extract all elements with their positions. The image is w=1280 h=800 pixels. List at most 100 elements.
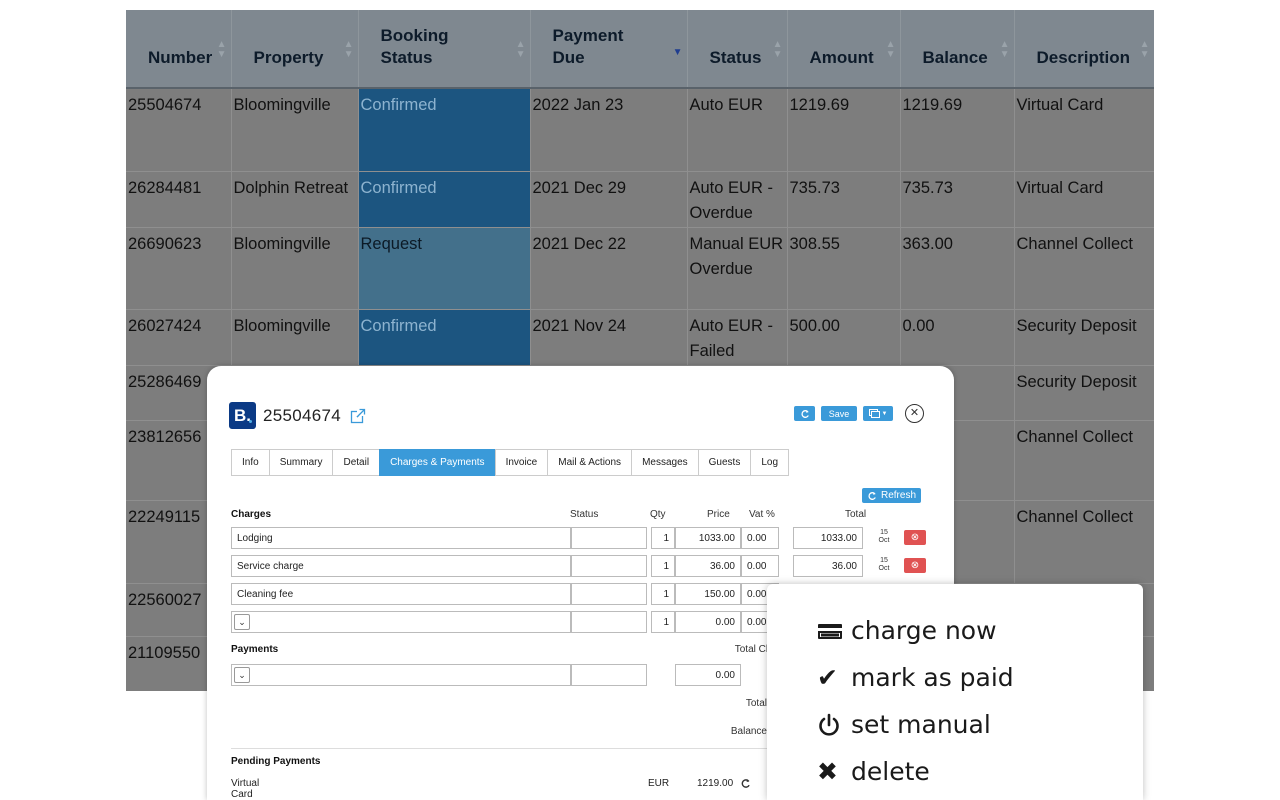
pending-payments-title: Pending Payments bbox=[231, 756, 321, 767]
menu-item-set-manual[interactable]: set manual bbox=[817, 710, 991, 739]
chevron-down-icon[interactable]: ⌄ bbox=[234, 614, 250, 630]
cell-booking-status: Confirmed bbox=[358, 88, 531, 172]
cell-booking-status: Confirmed bbox=[358, 309, 531, 366]
cell-property: Dolphin Retreat bbox=[231, 171, 359, 228]
column-header-number[interactable]: Number ▲ ▼ bbox=[126, 10, 232, 89]
table-row[interactable]: 25504674 Bloomingville Confirmed 2022 Ja… bbox=[126, 88, 1154, 172]
charge-vat-field[interactable]: 0.00 bbox=[741, 527, 779, 549]
charge-qty-field[interactable]: 1 bbox=[651, 555, 675, 577]
charge-description-field[interactable] bbox=[231, 611, 571, 633]
remove-icon: ⊗ bbox=[910, 532, 920, 543]
sort-icon[interactable]: ▲ ▼ bbox=[343, 39, 354, 60]
credit-card-icon bbox=[817, 621, 845, 641]
sort-icon[interactable]: ▲ ▼ bbox=[515, 39, 526, 60]
menu-item-mark-as-paid[interactable]: ✔ mark as paid bbox=[817, 663, 1014, 692]
divider bbox=[231, 748, 771, 749]
x-icon: ✖ bbox=[817, 757, 838, 786]
charge-description-field[interactable]: Service charge bbox=[231, 555, 571, 577]
charge-price-field[interactable]: 150.00 bbox=[675, 583, 741, 605]
pending-payment-currency: EUR bbox=[648, 778, 670, 789]
charge-qty-field[interactable]: 1 bbox=[651, 527, 675, 549]
charge-description-field[interactable]: Cleaning fee bbox=[231, 583, 571, 605]
tab-invoice[interactable]: Invoice bbox=[494, 449, 548, 476]
cell-payment-due: 2022 Jan 23 bbox=[530, 88, 688, 172]
tab-log[interactable]: Log bbox=[750, 449, 790, 476]
column-header-balance[interactable]: Balance ▲ ▼ bbox=[900, 10, 1015, 89]
cell-number: 26027424 bbox=[126, 309, 232, 366]
payments-title: Payments bbox=[231, 644, 279, 655]
column-header-booking-status[interactable]: Booking Status ▲ ▼ bbox=[358, 10, 531, 89]
cell-status: Auto EUR - Overdue bbox=[687, 171, 788, 228]
charge-status-field[interactable] bbox=[571, 611, 647, 633]
cell-amount: 1219.69 bbox=[787, 88, 901, 172]
cell-status: Auto EUR bbox=[687, 88, 788, 172]
charge-status-field[interactable] bbox=[571, 583, 647, 605]
sort-icon[interactable]: ▲ ▼ bbox=[772, 39, 783, 60]
external-link-icon[interactable] bbox=[350, 407, 367, 424]
tab-charges-payments[interactable]: Charges & Payments bbox=[379, 449, 495, 476]
charge-description-field[interactable]: Lodging bbox=[231, 527, 571, 549]
charge-price-field[interactable]: 0.00 bbox=[675, 611, 741, 633]
charge-status-field[interactable] bbox=[571, 527, 647, 549]
menu-item-delete[interactable]: ✖ delete bbox=[817, 757, 930, 786]
cell-balance: 363.00 bbox=[900, 227, 1015, 310]
column-header-status[interactable]: Status ▲ ▼ bbox=[687, 10, 788, 89]
delete-charge-button[interactable]: ⊗ bbox=[904, 530, 926, 545]
refresh-label: Refresh bbox=[881, 490, 917, 501]
sort-icon[interactable]: ▲ ▼ bbox=[885, 39, 896, 60]
payment-action-menu: charge now ✔ mark as paid set manual ✖ d… bbox=[767, 584, 1143, 800]
col-status: Status bbox=[570, 509, 599, 520]
chevron-down-icon[interactable]: ⌄ bbox=[234, 667, 250, 683]
payment-amount-field[interactable]: 0.00 bbox=[675, 664, 741, 686]
charge-total-field[interactable]: 1033.00 bbox=[793, 527, 863, 549]
delete-charge-button[interactable]: ⊗ bbox=[904, 558, 926, 573]
table-row[interactable]: 26284481 Dolphin Retreat Confirmed 2021 … bbox=[126, 171, 1154, 228]
tab-messages[interactable]: Messages bbox=[631, 449, 698, 476]
tab-summary[interactable]: Summary bbox=[268, 449, 333, 476]
sync-icon[interactable] bbox=[740, 778, 751, 789]
refresh-button[interactable]: Refresh bbox=[862, 488, 922, 503]
save-button[interactable]: Save bbox=[821, 406, 857, 421]
col-vat: Vat % bbox=[749, 509, 775, 520]
cell-booking-status: Confirmed bbox=[358, 171, 531, 228]
table-row[interactable]: 26690623 Bloomingville Request 2021 Dec … bbox=[126, 227, 1154, 310]
column-header-description[interactable]: Description ▲ ▼ bbox=[1014, 10, 1154, 89]
cell-number: 26690623 bbox=[126, 227, 232, 310]
cell-amount: 500.00 bbox=[787, 309, 901, 366]
caret-down-icon: ▼ bbox=[881, 410, 888, 417]
sync-icon bbox=[800, 409, 809, 418]
sort-descending-icon[interactable]: ▼ bbox=[672, 47, 683, 58]
table-header-row: Number ▲ ▼ Property ▲ ▼ Booking Status ▲ ▼ Pay… bbox=[126, 10, 1154, 89]
tab-detail[interactable]: Detail bbox=[332, 449, 380, 476]
cell-booking-status: Request bbox=[358, 227, 531, 310]
charge-qty-field[interactable]: 1 bbox=[651, 583, 675, 605]
column-header-amount[interactable]: Amount ▲ ▼ bbox=[787, 10, 901, 89]
tab-mail-actions[interactable]: Mail & Actions bbox=[547, 449, 632, 476]
cell-description: Channel Collect bbox=[1014, 227, 1154, 310]
sort-icon[interactable]: ▲ ▼ bbox=[1139, 39, 1150, 60]
sort-icon[interactable]: ▲ ▼ bbox=[999, 39, 1010, 60]
total-charges-label: Total Cha bbox=[734, 644, 777, 655]
close-icon[interactable]: ✕ bbox=[905, 404, 924, 423]
cell-property: Bloomingville bbox=[231, 309, 359, 366]
copy-dropdown-button[interactable]: ▼ bbox=[863, 406, 893, 421]
checkmark-icon: ✔ bbox=[817, 663, 838, 692]
menu-item-charge-now[interactable]: charge now bbox=[817, 616, 997, 645]
charge-vat-field[interactable]: 0.00 bbox=[741, 555, 779, 577]
total-label: Total bbox=[745, 698, 767, 709]
payment-status-field[interactable] bbox=[571, 664, 647, 686]
tab-info[interactable]: Info bbox=[231, 449, 269, 476]
charge-total-field[interactable]: 36.00 bbox=[793, 555, 863, 577]
charge-price-field[interactable]: 1033.00 bbox=[675, 527, 741, 549]
tab-guests[interactable]: Guests bbox=[697, 449, 751, 476]
charge-qty-field[interactable]: 1 bbox=[651, 611, 675, 633]
column-header-property[interactable]: Property ▲ ▼ bbox=[231, 10, 359, 89]
sort-icon[interactable]: ▲ ▼ bbox=[216, 39, 227, 60]
charge-status-field[interactable] bbox=[571, 555, 647, 577]
sync-button[interactable] bbox=[794, 406, 815, 421]
table-row[interactable]: 26027424 Bloomingville Confirmed 2021 No… bbox=[126, 309, 1154, 366]
charge-price-field[interactable]: 36.00 bbox=[675, 555, 741, 577]
column-header-payment-due[interactable]: Payment Due ▼ bbox=[530, 10, 688, 89]
payment-description-field[interactable] bbox=[231, 664, 571, 686]
cell-amount: 308.55 bbox=[787, 227, 901, 310]
